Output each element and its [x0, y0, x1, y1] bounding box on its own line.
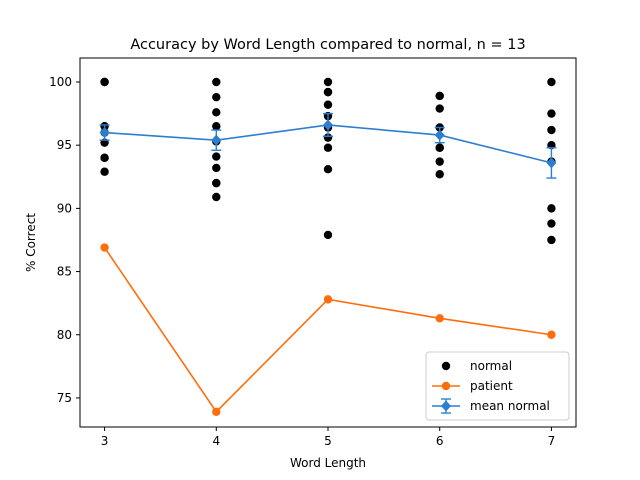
normal-point [212, 122, 221, 131]
y-tick-label: 75 [57, 391, 72, 405]
x-axis: 3 4 5 6 7 [101, 427, 555, 448]
normal-point [212, 163, 221, 173]
mean-normal-point [211, 134, 222, 146]
normal-point [323, 100, 333, 109]
y-tick-label: 95 [57, 138, 72, 152]
x-tick-label: 3 [101, 434, 109, 448]
normal-point [100, 153, 109, 163]
normal-point [435, 104, 444, 113]
normal-point [435, 91, 444, 101]
normal-point [547, 204, 556, 213]
normal-point [323, 230, 333, 240]
normal-point [547, 77, 556, 87]
y-tick-label: 100 [49, 75, 72, 89]
patient-point [547, 330, 556, 339]
normal-point [435, 143, 444, 152]
normal-point [212, 192, 221, 202]
normal-point [435, 170, 444, 179]
chart-title: Accuracy by Word Length compared to norm… [130, 37, 525, 53]
normal-point [435, 157, 444, 166]
normal-point [547, 125, 556, 135]
normal-point [212, 178, 221, 188]
mean-normal-point [323, 119, 333, 131]
normal-point [547, 219, 556, 228]
legend-normal-label: normal [470, 359, 512, 373]
normal-point [323, 87, 333, 97]
legend: normal patient mean normal [425, 351, 570, 421]
legend-mean-label: mean normal [470, 399, 550, 413]
y-tick-label: 90 [57, 201, 72, 215]
patient-point [100, 243, 109, 252]
normal-point [212, 152, 221, 161]
patient-point [212, 407, 221, 417]
normal-point [212, 77, 221, 87]
x-axis-label: Word Length [290, 456, 366, 470]
y-axis: 75 80 85 90 95 100 [49, 75, 80, 405]
legend-patient-marker [441, 381, 451, 391]
normal-point [212, 108, 221, 117]
patient-point [435, 314, 444, 323]
mean-normal-point [99, 127, 110, 139]
plot-area [99, 77, 557, 417]
normal-point [547, 109, 556, 118]
x-tick-label: 6 [436, 434, 444, 448]
mean-normal-point [434, 129, 445, 141]
normal-point [323, 133, 333, 142]
normal-point [100, 77, 109, 87]
legend-patient-label: patient [470, 379, 513, 393]
normal-point [547, 235, 556, 245]
legend-box [425, 351, 570, 421]
y-tick-label: 85 [57, 265, 72, 279]
normal-point [323, 143, 333, 152]
normal-point [212, 92, 221, 102]
x-tick-label: 5 [324, 434, 332, 448]
x-tick-label: 7 [548, 434, 556, 448]
y-axis-label: % Correct [24, 213, 38, 272]
legend-mean-marker [441, 400, 451, 412]
normal-point [323, 165, 333, 174]
normal-point [323, 77, 333, 87]
patient-point [323, 295, 333, 304]
normal-point [100, 167, 109, 176]
x-tick-label: 4 [212, 434, 220, 448]
mean-normal-point [546, 157, 557, 169]
y-tick-label: 80 [57, 328, 72, 342]
legend-normal-marker [441, 361, 451, 371]
